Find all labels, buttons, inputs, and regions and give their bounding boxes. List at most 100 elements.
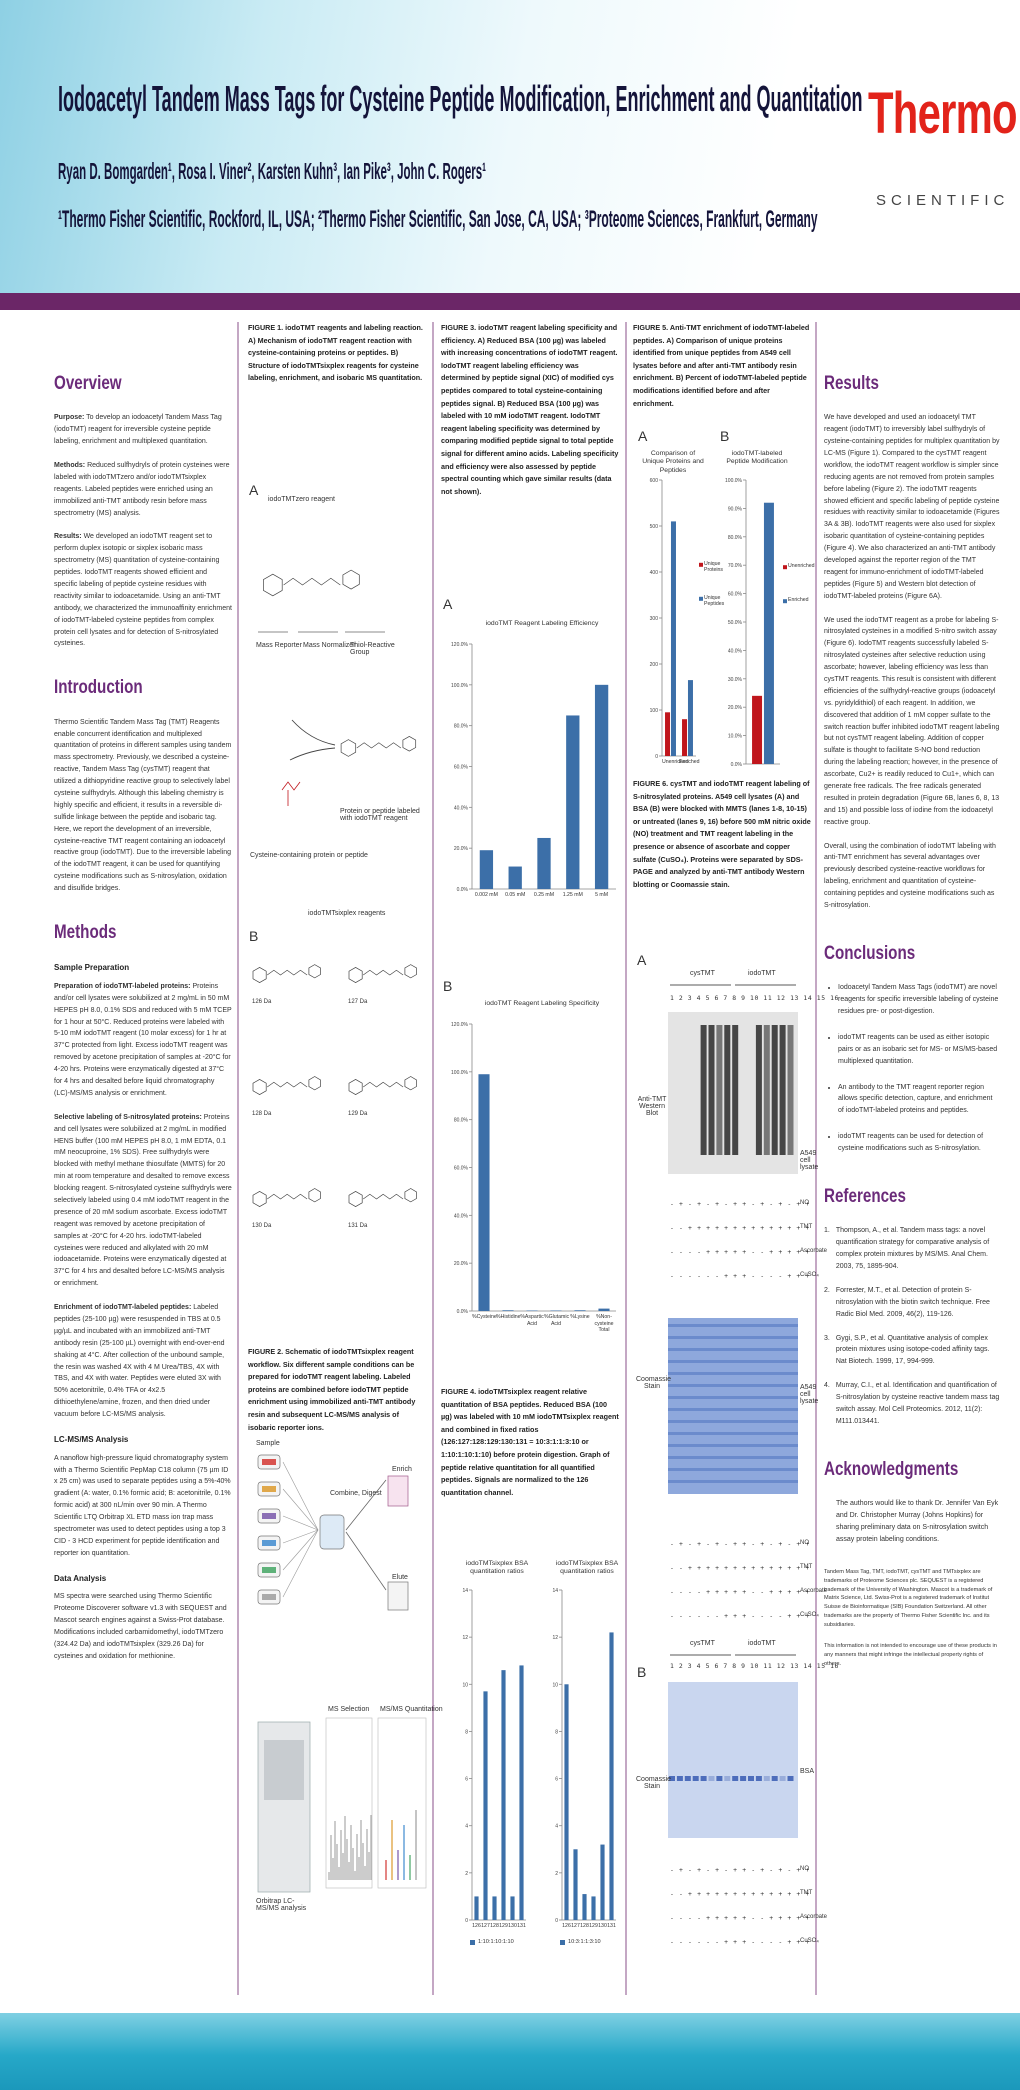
y-tick-label: 60.0%: [454, 765, 469, 771]
bar: [564, 1684, 569, 1920]
chart-title: iodoTMT-labeled Peptide Modification: [726, 450, 788, 466]
y-tick-label: 8: [465, 1729, 468, 1735]
y-tick-label: 70.0%: [728, 563, 743, 569]
reactant-chain: [281, 781, 301, 806]
ref-text: Murray, C.I., et al. Identification and …: [835, 1382, 1000, 1425]
reference: 3. Gygi, S.P., et al. Quantitative analys…: [824, 1333, 1000, 1369]
figure-caption: FIGURE 2. Schematic of iodoTMTsixplex re…: [248, 1347, 416, 1432]
bar: [483, 1691, 488, 1920]
condition-label: Ascorbate: [800, 1248, 828, 1254]
condition-pattern: - - - - - - + + + - - - - + + +: [670, 1938, 810, 1946]
step-label: Enrich: [392, 1466, 412, 1473]
gel-band: [716, 1776, 723, 1781]
logo-sub: SCIENTIFIC: [876, 192, 1010, 209]
legend-swatch: [560, 1940, 565, 1945]
x-tick-label: %Histidine: [496, 1314, 521, 1320]
y-tick-label: 60.0%: [728, 592, 743, 598]
lane-numbers: 1 2 3 4 5 6 7 8 9 10 11 12 13 14 15 16: [670, 1662, 840, 1670]
bar: [474, 1896, 479, 1920]
step-label: Elute: [392, 1574, 408, 1581]
instrument-label: Orbitrap LC-MS/MS analysis: [256, 1898, 307, 1912]
workflow-arrow: [282, 1461, 319, 1531]
blot-smear: [708, 1025, 715, 1155]
legend-swatch: [783, 599, 787, 604]
bar: [763, 502, 774, 764]
y-tick-label: 80.0%: [454, 1118, 469, 1124]
text: Labeled peptides (25-100 µg) were resusp…: [54, 1304, 225, 1419]
y-tick-label: 10.0%: [728, 734, 743, 740]
lead: Methods:: [54, 461, 86, 469]
x-tick-label: 127: [571, 1923, 580, 1929]
y-tick-label: 10: [462, 1682, 468, 1688]
y-tick-label: 6: [555, 1777, 558, 1783]
bar: [609, 1632, 614, 1920]
text: We developed an iodoTMT reagent set to p…: [54, 533, 232, 648]
y-tick-label: 20.0%: [728, 705, 743, 711]
x-tick-label: 128: [490, 1923, 499, 1929]
gel-band: [763, 1776, 770, 1781]
gel-band: [684, 1776, 691, 1781]
text: To develop an iodoacetyl Tandem Mass Tag…: [54, 414, 222, 446]
ring: [404, 1188, 417, 1203]
x-tick-label: Unenriched: [662, 759, 689, 765]
ring: [340, 739, 357, 757]
condition-label: TMT: [800, 1890, 813, 1896]
y-tick-label: 4: [555, 1824, 558, 1830]
gel-band: [692, 1776, 699, 1781]
condition-label: NO: [800, 1540, 809, 1546]
workflow-arrow: [282, 1529, 319, 1598]
paragraph: Preparation of iodoTMT-labeled proteins:…: [54, 981, 232, 1100]
paragraph: Selective labeling of S-nitrosylated pro…: [54, 1112, 232, 1290]
paragraph: A nanoflow high-pressure liquid chromato…: [54, 1454, 231, 1557]
condition-label: NO: [800, 1866, 809, 1872]
reactant-label: Cysteine-containing protein or peptide: [250, 852, 368, 859]
sample-label: A549 cell lysate: [800, 1150, 819, 1171]
ring: [402, 735, 417, 752]
y-tick-label: 2: [555, 1871, 558, 1877]
section-heading: References: [824, 1186, 906, 1208]
tube-label: [262, 1513, 276, 1519]
text: Reduced sulfhydryls of protein cysteines…: [54, 461, 230, 517]
header-background: [0, 0, 1020, 293]
tube-label: [262, 1540, 276, 1546]
paragraph: MS spectra were searched using Thermo Sc…: [54, 1593, 227, 1660]
blot-smear: [700, 1025, 707, 1155]
workflow-arrow: [345, 1479, 387, 1591]
reagent-label: iodoTMTsixplex reagents: [308, 910, 386, 917]
x-tick-label: %Glutamic Acid: [544, 1314, 570, 1327]
y-tick-label: 30.0%: [728, 677, 743, 683]
subheading: Data Analysis: [54, 1573, 107, 1583]
legend-swatch: [699, 562, 703, 567]
x-tick-label: 128: [580, 1923, 589, 1929]
gel-band: [740, 1776, 747, 1781]
gel-band: [668, 1324, 798, 1327]
chain: [362, 969, 404, 976]
chain: [356, 742, 402, 749]
y-tick-label: 14: [462, 1588, 468, 1594]
paragraph: Purpose: To develop an iodoacetyl Tandem…: [54, 412, 232, 448]
gel-band: [668, 1468, 798, 1471]
ref-number: 4.: [824, 1382, 830, 1390]
sample-label: A549 cell lysate: [800, 1384, 819, 1405]
lead: Selective labeling of S-nitrosylated pro…: [54, 1113, 202, 1121]
gel-band: [668, 1432, 798, 1435]
part-label: Mass Reporter: [256, 642, 302, 649]
x-tick-label: 127: [481, 1923, 490, 1929]
blot-smear: [755, 1025, 762, 1155]
elute-tube: [387, 1581, 409, 1611]
isotope-label: 128 Da: [252, 1111, 272, 1117]
x-tick-label: 126: [562, 1923, 571, 1929]
y-tick-label: 100.0%: [451, 683, 469, 689]
gel-band: [668, 1360, 798, 1363]
condition-pattern: - + - + - + - + + - + - + - + +: [670, 1200, 810, 1208]
blot-smear: [724, 1025, 731, 1155]
x-tick-label: Enriched: [679, 759, 700, 765]
bullet: iodoTMT reagents can be used as either i…: [838, 1032, 1000, 1068]
y-tick-label: 8: [555, 1729, 558, 1735]
condition-label: CuSO₄: [800, 1612, 819, 1618]
ring: [404, 1076, 417, 1091]
x-tick-label: 129: [589, 1923, 598, 1929]
legend-label: 10:3:1:1:3:10: [568, 1939, 601, 1945]
footer-band: [0, 2013, 1020, 2090]
